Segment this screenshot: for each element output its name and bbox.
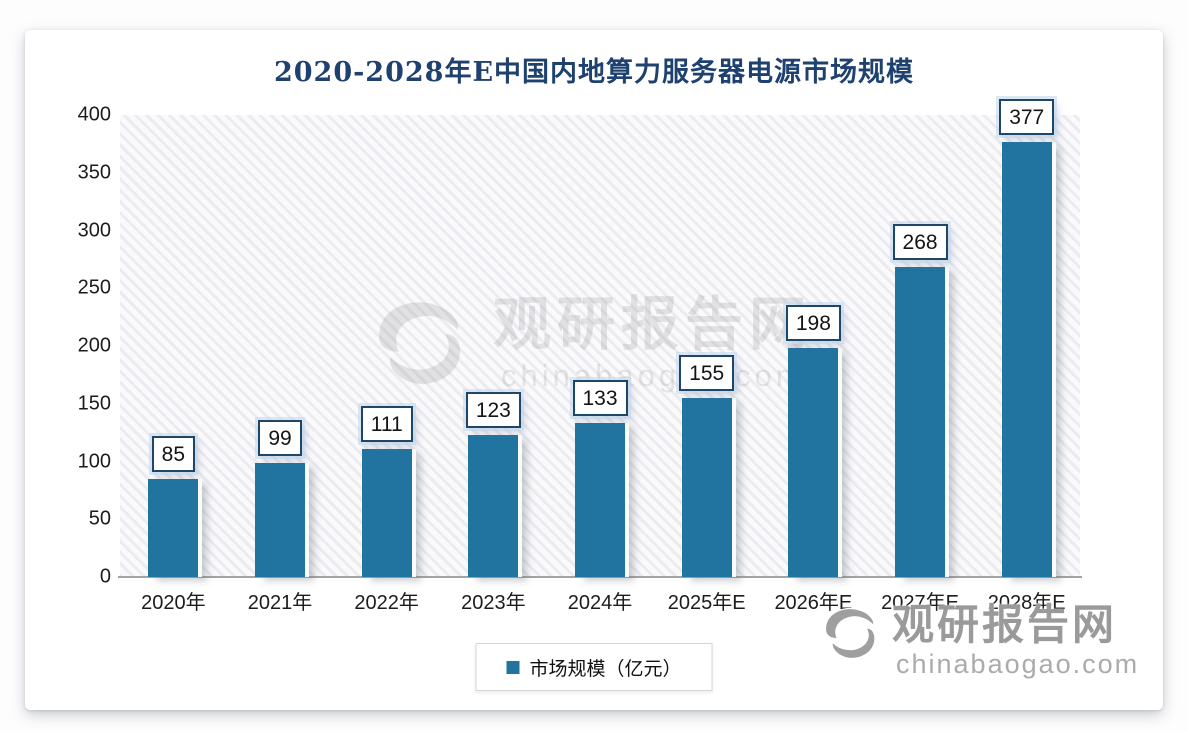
y-tick-label: 400	[77, 103, 111, 126]
bar-slot: 377	[973, 99, 1080, 577]
bar	[788, 348, 839, 577]
bar	[681, 398, 732, 577]
bar-slot: 155	[653, 355, 760, 577]
x-tick-label: 2022年	[354, 592, 419, 614]
y-tick-label: 0	[99, 565, 111, 588]
bar	[575, 423, 626, 577]
value-label: 198	[785, 305, 841, 341]
value-label: 268	[892, 224, 948, 260]
bar-slot: 198	[760, 305, 867, 577]
y-tick-label: 250	[77, 276, 111, 299]
x-tick-label: 2025年E	[667, 592, 746, 614]
y-tick-label: 350	[77, 161, 111, 184]
y-tick-label: 50	[88, 507, 111, 530]
legend: 市场规模（亿元）	[475, 643, 713, 691]
value-label: 133	[572, 380, 628, 416]
x-tick-label: 2024年	[567, 592, 633, 614]
bar-slot: 99	[227, 420, 334, 577]
watermark-domain: chinabaogao.com	[896, 649, 1140, 679]
bar	[361, 449, 412, 577]
x-axis-line	[118, 576, 1082, 578]
bar-slot: 268	[867, 224, 974, 577]
watermark-logo-icon	[379, 302, 461, 384]
bar-slot: 85	[120, 436, 227, 577]
y-axis: 0 50 100 150 200 250 300 350 400	[43, 104, 111, 588]
chart-title: 2020-2028年E中国内地算力服务器电源市场规模	[273, 57, 915, 88]
bar	[1001, 142, 1052, 577]
x-axis: 2020年 2021年 2022年 2023年 2024年 2025年E 2026年E 202…	[120, 586, 1080, 615]
y-tick-label: 100	[77, 450, 111, 472]
y-tick-label: 200	[77, 334, 111, 357]
value-label: 99	[258, 420, 302, 456]
plot-area: 观研报告网 chinabaogao.com 85 99 111 123 133 155 19…	[120, 99, 1080, 577]
legend-marker-square	[506, 660, 520, 674]
x-tick-label: 2027年E	[881, 592, 959, 614]
x-tick-label: 2023年	[461, 592, 526, 614]
x-tick-label: 2028年E	[987, 592, 1066, 614]
bar	[255, 463, 305, 577]
bar	[895, 267, 946, 577]
x-tick-label: 2020年	[141, 592, 206, 614]
watermark-br-texts: 观研报告网 chinabaogao.com	[892, 604, 1139, 680]
bar	[148, 479, 199, 577]
bar-slot: 123	[440, 392, 547, 577]
bar-slot: 111	[333, 406, 440, 577]
value-label: 377	[999, 99, 1055, 135]
value-label: 155	[679, 355, 735, 391]
value-label: 85	[151, 436, 196, 472]
x-tick-label: 2021年	[247, 592, 313, 614]
bar	[468, 435, 519, 577]
chart-card: 2020-2028年E中国内地算力服务器电源市场规模 0 50 100 150 200 2…	[25, 30, 1163, 710]
x-tick-label: 2026年E	[774, 592, 853, 614]
value-label: 123	[465, 392, 521, 428]
legend-series-label: 市场规模（亿元）	[529, 658, 682, 680]
y-tick-label: 300	[77, 219, 111, 241]
bar-slot: 133	[547, 380, 654, 577]
watermark-bottom-right: 观研报告网 chinabaogao.com	[820, 604, 1139, 680]
y-tick-label: 150	[77, 392, 111, 415]
value-label: 111	[360, 406, 413, 442]
